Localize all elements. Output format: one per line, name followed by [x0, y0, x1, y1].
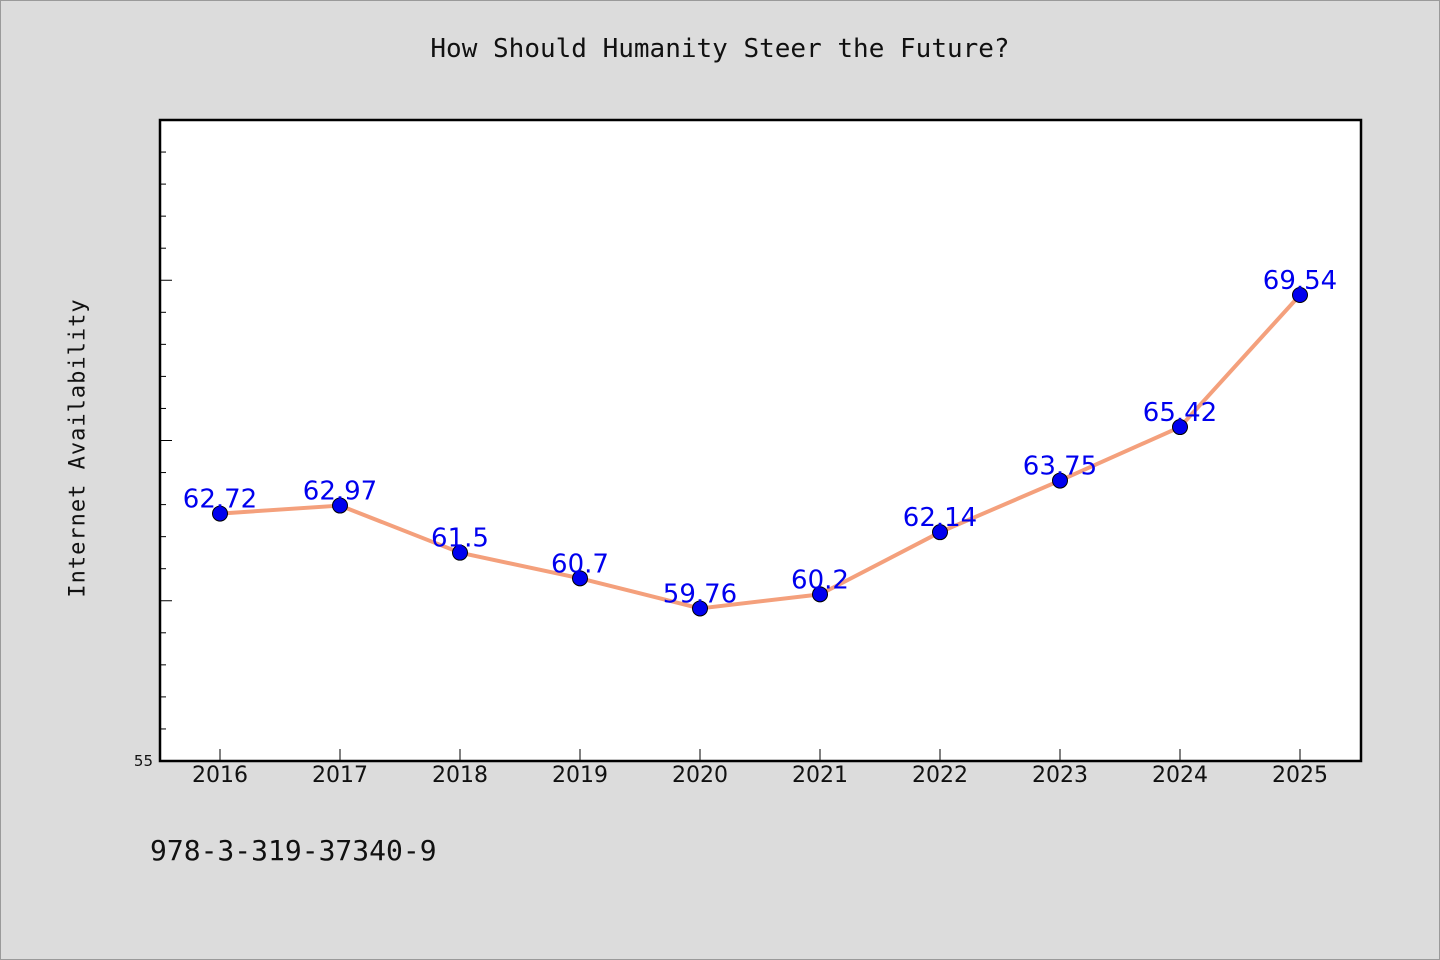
y-axis-ticks [159, 119, 172, 762]
x-tick-label: 2017 [312, 763, 368, 788]
data-point [332, 497, 348, 514]
x-tick-label: 2025 [1272, 763, 1328, 788]
data-point [452, 544, 468, 561]
data-point [572, 570, 588, 587]
data-point [1052, 472, 1068, 489]
data-point [812, 586, 828, 603]
x-tick-label: 2022 [912, 763, 968, 788]
x-tick-label: 2018 [432, 763, 488, 788]
x-axis-ticks: 2016 2017 2018 2019 2020 2021 2022 2023 2024 2025 [192, 749, 1328, 788]
data-point [692, 600, 708, 617]
data-point [1292, 286, 1308, 303]
plot-area [158, 118, 1363, 763]
x-tick-label: 2024 [1152, 763, 1208, 788]
x-tick-label: 2020 [672, 763, 728, 788]
data-label: 62.97 [303, 477, 377, 507]
data-label: 62.72 [183, 485, 257, 515]
data-label: 69.54 [1263, 266, 1337, 296]
data-point [212, 505, 228, 522]
x-tick-label: 2023 [1032, 763, 1088, 788]
x-tick-label: 2016 [192, 763, 248, 788]
series-line [219, 293, 1302, 611]
isbn-text: 978-3-319-37340-9 [150, 834, 437, 867]
data-label: 62.14 [903, 503, 977, 533]
data-point [1172, 419, 1188, 436]
series-group: 62.72 62.97 61.5 60.7 59.76 60.2 62.14 63.75 65.… [183, 266, 1337, 617]
data-label: 61.5 [431, 524, 489, 554]
data-label: 65.42 [1143, 398, 1217, 428]
data-point [932, 524, 948, 541]
data-label: 59.76 [663, 579, 737, 609]
chart-title: How Should Humanity Steer the Future? [430, 34, 1010, 64]
data-label: 60.7 [551, 549, 609, 579]
x-tick-label: 2019 [552, 763, 608, 788]
data-label: 60.2 [791, 565, 849, 595]
data-label: 63.75 [1023, 452, 1097, 482]
x-tick-label: 2021 [792, 763, 848, 788]
y-tick-label: 55 [134, 752, 153, 770]
